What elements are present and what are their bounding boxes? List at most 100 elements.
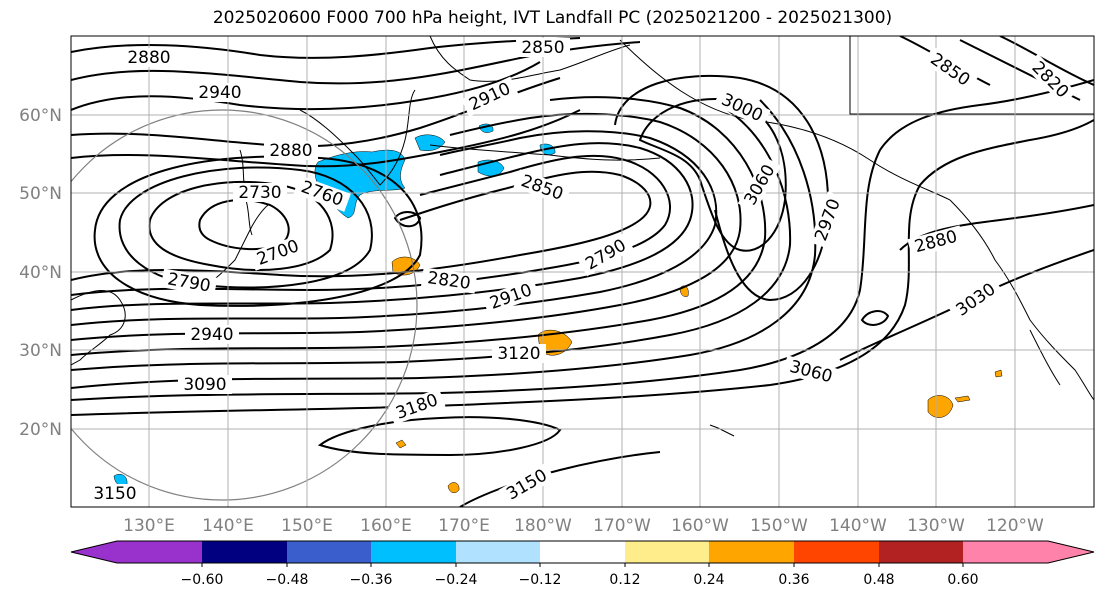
contour-small-low [393, 211, 422, 228]
lat-label-40n: 40°N [19, 263, 62, 283]
coast-na-west [949, 199, 1094, 401]
lon-label-150w: 150°W [750, 516, 808, 536]
lon-label-170w: 170°W [593, 516, 651, 536]
contour-mid-2 [71, 154, 671, 296]
svg-text:2880: 2880 [127, 48, 170, 68]
colorbar: −0.60 −0.48 −0.36 −0.24 −0.12 0.12 0.24 … [70, 540, 1095, 588]
lon-label-140e: 140°E [202, 516, 254, 536]
contour-upper-5 [71, 109, 581, 168]
colorbar-segment-2 [287, 541, 371, 563]
colorbar-tick-label-5: 0.12 [609, 572, 640, 588]
colorbar-segment-4 [456, 541, 540, 563]
colorbar-outline [70, 540, 1095, 564]
contour-lower-1 [71, 79, 1094, 401]
lat-label-60n: 60°N [19, 106, 62, 126]
contour-mid-7 [71, 104, 792, 371]
contour-label-7: 2880 [264, 141, 318, 161]
gridlines [71, 36, 1094, 507]
svg-text:2850: 2850 [521, 38, 564, 58]
svg-text:2730: 2730 [238, 183, 281, 203]
contour-mid-3 [71, 142, 694, 311]
svg-text:2940: 2940 [190, 325, 233, 345]
coast-baja [1029, 329, 1061, 386]
longitude-labels: 130°E 140°E 150°E 160°E 170°E 180°W 170°… [123, 516, 1044, 536]
coast-hawaii [709, 424, 735, 437]
svg-text:3090: 3090 [183, 375, 226, 395]
colorbar-tick-label-1: −0.48 [266, 572, 309, 588]
orange-patch-6 [395, 439, 407, 449]
contour-ne-3 [999, 36, 1094, 86]
region-box [849, 36, 1094, 115]
contour-3180 [317, 416, 562, 457]
orange-patch-7 [954, 395, 971, 403]
lat-label-20n: 20°N [19, 420, 62, 440]
colorbar-tick-label-4: −0.12 [519, 572, 562, 588]
lat-label-30n: 30°N [19, 341, 62, 361]
colorbar-segment-5 [540, 541, 625, 563]
lon-label-130w: 130°W [907, 516, 965, 536]
colorbar-segment-8 [794, 541, 879, 563]
contour-label-0: 2880 [122, 48, 176, 68]
orange-patch-8 [994, 369, 1003, 378]
colorbar-segment-7 [709, 541, 794, 563]
orange-patch-2 [537, 329, 573, 356]
colorbar-tick-label-6: 0.24 [693, 572, 724, 588]
contour-mid-1 [71, 170, 652, 281]
contour-label-21: 3120 [492, 344, 546, 364]
contour-low-center-2 [148, 180, 334, 271]
lon-label-130e: 130°E [123, 516, 175, 536]
contour-mid-8 [71, 99, 817, 389]
svg-text:2880: 2880 [269, 141, 312, 161]
coastlines [71, 36, 1094, 437]
contour-upper-3 [71, 61, 541, 111]
colorbar-segment-1 [202, 541, 287, 563]
contour-low-center-4 [93, 155, 423, 307]
colorbar-segment-9 [879, 541, 963, 563]
colorbar-segment-10 [963, 541, 1048, 563]
colorbar-tick-label-9: 0.60 [947, 572, 978, 588]
contour-label-22: 3090 [178, 375, 232, 395]
colorbar-ticks [201, 563, 964, 567]
coast-japan [199, 204, 269, 291]
landfall-radius-circle [71, 109, 418, 501]
contour-mid-4 [71, 130, 718, 326]
plot-frame [70, 35, 1095, 508]
lon-label-170e: 170°E [438, 516, 490, 536]
colorbar-tick-label-8: 0.48 [863, 572, 894, 588]
svg-text:2940: 2940 [198, 83, 241, 103]
lon-label-160e: 160°E [360, 516, 412, 536]
lon-label-140w: 140°W [829, 516, 887, 536]
contour-lower-2 [71, 119, 1094, 416]
orange-patch-4 [447, 482, 460, 494]
contour-label-8: 2730 [233, 183, 287, 203]
colorbar-extend-high [1048, 541, 1094, 563]
lat-label-50n: 50°N [19, 184, 62, 204]
coast-kamchatka [299, 89, 416, 186]
lon-label-150e: 150°E [281, 516, 333, 536]
contour-mid-6 [71, 96, 767, 356]
contour-small-high [860, 310, 890, 326]
colorbar-tick-label-7: 0.36 [778, 572, 809, 588]
lon-label-160w: 160°W [671, 516, 729, 536]
svg-text:3150: 3150 [93, 484, 136, 504]
coast-bering [429, 36, 631, 82]
contour-label-26: 3150 [88, 484, 142, 504]
contour-label-2: 2850 [516, 38, 570, 58]
contour-3150 [459, 451, 661, 507]
contour-label-20: 2940 [185, 325, 239, 345]
map-title: 2025020600 F000 700 hPa height, IVT Land… [212, 8, 893, 28]
blue-patch-1 [414, 134, 446, 151]
colorbar-extend-low [71, 541, 117, 563]
orange-patch-3 [927, 395, 954, 418]
coast-alaska [619, 39, 951, 201]
lon-label-120w: 120°W [986, 516, 1044, 536]
height-contours [71, 36, 1094, 507]
colorbar-segment-3 [371, 541, 456, 563]
colorbar-segment-0 [117, 541, 202, 563]
svg-text:3120: 3120 [497, 344, 540, 364]
contour-upper-1 [71, 37, 581, 59]
colorbar-tick-label-3: −0.24 [435, 572, 478, 588]
colorbar-segment-6 [625, 541, 709, 563]
latitude-labels: 60°N 50°N 40°N 30°N 20°N [19, 106, 62, 440]
